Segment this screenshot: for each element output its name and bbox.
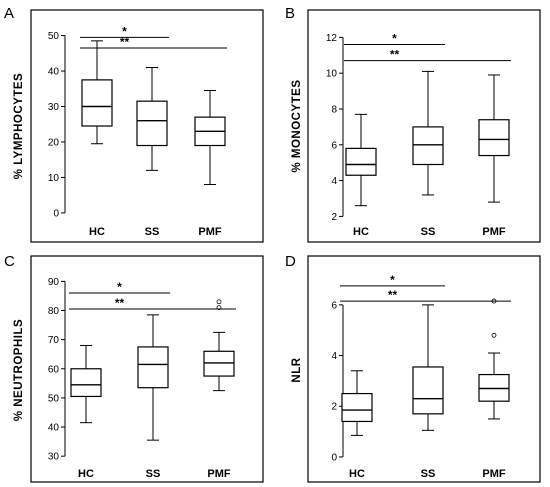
outlier-point-d [491, 332, 497, 338]
panel-b-frame [307, 9, 541, 243]
y-axis-label-b: % MONOCYTES [291, 79, 303, 172]
significance-label-b: ** [390, 48, 400, 62]
category-label-a: HC [89, 226, 105, 238]
significance-label-c: ** [115, 296, 125, 310]
category-label-a: PMF [198, 226, 222, 238]
box-a [136, 100, 168, 147]
box-d [412, 366, 444, 415]
box-c [203, 350, 235, 377]
panel-letter-a: A [4, 5, 14, 22]
y-axis-label-a: % LYMPHOCYTES [13, 73, 25, 179]
panel-c-frame [30, 255, 264, 483]
y-tick-label-a: 50 [48, 31, 60, 42]
significance-label-b: * [392, 32, 397, 46]
box-b [412, 126, 444, 166]
y-tick-label-b: 2 [331, 212, 337, 223]
category-label-d: SS [421, 468, 436, 480]
panel-letter-c: C [4, 253, 15, 270]
significance-label-a: * [122, 24, 127, 38]
y-tick-label-c: 90 [48, 277, 60, 288]
y-tick-label-b: 10 [326, 69, 338, 80]
category-label-d: PMF [482, 468, 506, 480]
y-tick-label-c: 50 [48, 393, 60, 404]
y-tick-label-b: 12 [326, 33, 338, 44]
y-tick-label-b: 8 [331, 104, 337, 115]
y-tick-label-a: 10 [48, 173, 60, 184]
y-tick-label-a: 30 [48, 102, 60, 113]
category-label-c: HC [78, 468, 94, 480]
outlier-point-c [216, 299, 222, 305]
panel-letter-b: B [285, 5, 295, 22]
y-tick-label-c: 70 [48, 335, 60, 346]
y-tick-label-a: 0 [53, 208, 59, 219]
category-label-b: PMF [482, 226, 506, 238]
box-b [478, 119, 510, 157]
y-tick-label-c: 30 [48, 452, 60, 463]
box-b [345, 147, 377, 176]
significance-label-d: ** [388, 288, 398, 302]
box-c [137, 346, 169, 389]
panel-a-frame [30, 9, 264, 243]
category-label-c: PMF [207, 468, 231, 480]
y-tick-label-b: 6 [331, 140, 337, 151]
significance-label-a: ** [120, 35, 130, 49]
y-axis-label-d: NLR [291, 357, 303, 382]
category-label-b: HC [353, 226, 369, 238]
panel-d: D NLR 0 2 4 6 HC SS PMF *** [285, 253, 541, 483]
y-tick-label-d: 0 [331, 452, 337, 463]
y-tick-label-a: 20 [48, 137, 60, 148]
y-axis-label-c: % NEUTROPHILS [13, 319, 25, 421]
y-tick-label-c: 80 [48, 306, 60, 317]
significance-label-d: * [390, 273, 395, 287]
y-tick-label-c: 40 [48, 423, 60, 434]
y-tick-label-c: 60 [48, 364, 60, 375]
y-tick-label-d: 2 [331, 402, 337, 413]
category-label-b: SS [421, 226, 436, 238]
box-a [81, 79, 113, 127]
panel-letter-d: D [285, 253, 296, 270]
panel-d-frame [307, 255, 541, 483]
y-tick-label-b: 4 [331, 176, 337, 187]
y-tick-label-d: 6 [331, 300, 337, 311]
y-tick-label-d: 4 [331, 351, 337, 362]
box-d [341, 392, 373, 423]
significance-label-c: * [117, 280, 122, 294]
category-label-a: SS [145, 226, 160, 238]
category-label-c: SS [146, 468, 161, 480]
box-c [70, 368, 102, 398]
y-tick-label-a: 40 [48, 67, 60, 78]
panel-a: A % LYMPHOCYTES 0 10 20 30 40 50 HC SS PMF *** [4, 5, 264, 243]
category-label-d: HC [349, 468, 365, 480]
